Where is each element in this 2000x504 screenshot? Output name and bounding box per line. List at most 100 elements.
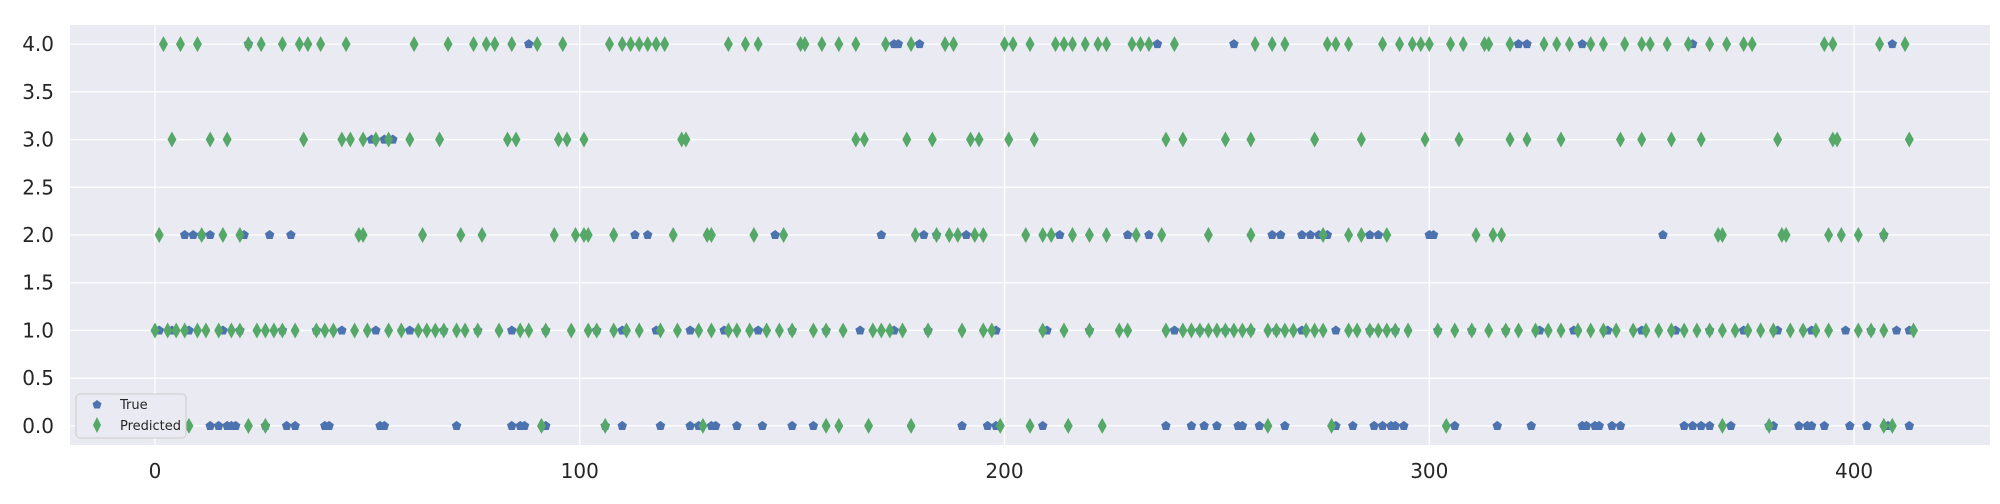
predicted-point [1050,36,1060,53]
predicted-point [1497,227,1507,243]
predicted-point [1543,322,1553,339]
true-point [1161,420,1171,430]
true-point [982,420,993,430]
true-point [1581,420,1592,430]
predicted-point [473,322,483,339]
axes: 0 100 200 300 400 0.0 0.5 1.0 1.5 2.0 2.5 3.0 3.5 4.0 [22,32,1873,483]
predicted-point [923,322,933,339]
predicted-point [1000,36,1010,53]
true-point [1845,420,1855,430]
predicted-point [1365,322,1375,339]
predicted-point [974,131,984,148]
predicted-point [944,227,954,243]
predicted-point [1722,36,1732,53]
predicted-point [1263,322,1273,339]
predicted-point [694,322,704,339]
predicted-point [1539,36,1549,53]
predicted-point [1097,417,1107,434]
true-point [1169,325,1180,335]
predicted-point [1458,36,1468,53]
true-point [1687,420,1698,430]
predicted-point [430,322,440,339]
predicted-point [294,36,304,53]
true-point [1365,230,1375,240]
predicted-point [927,131,937,148]
predicted-point [1390,322,1400,339]
predicted-point [1101,227,1111,243]
predicted-point [222,131,232,148]
predicted-point [235,322,245,339]
predicted-point [1717,417,1727,434]
true-point [451,420,462,430]
predicted-point [655,322,665,339]
predicted-point [1450,322,1460,339]
true-point [1513,39,1524,49]
true-point [519,420,530,430]
predicted-point [868,322,878,339]
predicted-point [1157,227,1167,243]
predicted-point [1127,36,1137,53]
predicted-point [1161,131,1171,148]
predicted-point [698,417,708,434]
predicted-point [995,417,1005,434]
predicted-point [507,36,517,53]
predicted-point [876,322,886,339]
predicted-point [745,322,755,339]
predicted-point [1645,36,1655,53]
true-point [753,325,763,335]
predicted-point [456,227,466,243]
predicted-point [1237,322,1247,339]
predicted-point [1322,36,1332,53]
predicted-point [932,227,942,243]
true-point [1377,420,1388,430]
predicted-point [1318,322,1328,339]
true-point [685,325,695,335]
predicted-point [1344,322,1354,339]
true-point [286,230,296,240]
predicted-point [1641,322,1651,339]
predicted-point [1144,36,1154,53]
predicted-point [1505,36,1515,53]
predicted-point [987,322,997,339]
predicted-point [1798,322,1808,339]
predicted-point [851,131,861,148]
true-point [281,420,292,430]
predicted-point [609,227,619,243]
predicted-point [452,322,462,339]
true-point [337,325,347,335]
predicted-point [774,322,784,339]
true-point [1428,230,1439,240]
true-point [1615,420,1626,430]
predicted-point [978,322,988,339]
predicted-point [1696,131,1706,148]
true-point [507,325,517,335]
true-point [757,420,768,430]
true-point [655,420,666,430]
predicted-point [1246,322,1256,339]
predicted-point [1875,36,1885,53]
predicted-point [1615,131,1625,148]
predicted-point [205,131,215,148]
predicted-point [256,36,266,53]
predicted-point [243,36,253,53]
true-point [324,420,334,430]
predicted-point [1331,36,1341,53]
predicted-point [1229,322,1239,339]
predicted-point [1853,227,1863,243]
predicted-point [1666,131,1676,148]
true-point [961,230,972,240]
y-tick-label: 4.0 [22,32,54,56]
predicted-point [1904,131,1914,148]
predicted-point [1484,36,1494,53]
true-point [1212,420,1222,430]
predicted-point [838,322,848,339]
predicted-point [1038,322,1048,339]
x-tick-label: 200 [985,459,1023,483]
predicted-point [604,36,614,53]
predicted-point [681,131,691,148]
predicted-point [1654,322,1664,339]
predicted-point [1059,36,1069,53]
predicted-point [592,322,602,339]
y-tick-label: 0.5 [22,366,54,390]
predicted-point [435,131,445,148]
